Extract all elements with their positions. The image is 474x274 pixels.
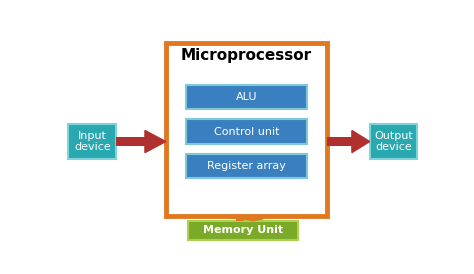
Polygon shape [145, 130, 166, 153]
FancyBboxPatch shape [249, 216, 257, 219]
Text: ALU: ALU [236, 92, 257, 102]
FancyBboxPatch shape [236, 218, 244, 221]
FancyBboxPatch shape [186, 85, 307, 109]
Text: Output
device: Output device [374, 131, 413, 152]
Polygon shape [230, 216, 250, 218]
Polygon shape [352, 130, 370, 153]
Text: Memory Unit: Memory Unit [203, 225, 283, 235]
Text: Register array: Register array [207, 161, 286, 171]
FancyBboxPatch shape [68, 124, 116, 159]
FancyBboxPatch shape [188, 221, 298, 240]
FancyBboxPatch shape [186, 154, 307, 178]
FancyBboxPatch shape [370, 124, 418, 159]
Text: Microprocessor: Microprocessor [181, 47, 312, 62]
Text: Input
device: Input device [74, 131, 111, 152]
FancyBboxPatch shape [116, 137, 145, 146]
FancyBboxPatch shape [186, 119, 307, 144]
FancyBboxPatch shape [328, 137, 352, 146]
Text: Control unit: Control unit [214, 127, 279, 136]
FancyBboxPatch shape [166, 44, 328, 216]
Polygon shape [243, 219, 264, 221]
